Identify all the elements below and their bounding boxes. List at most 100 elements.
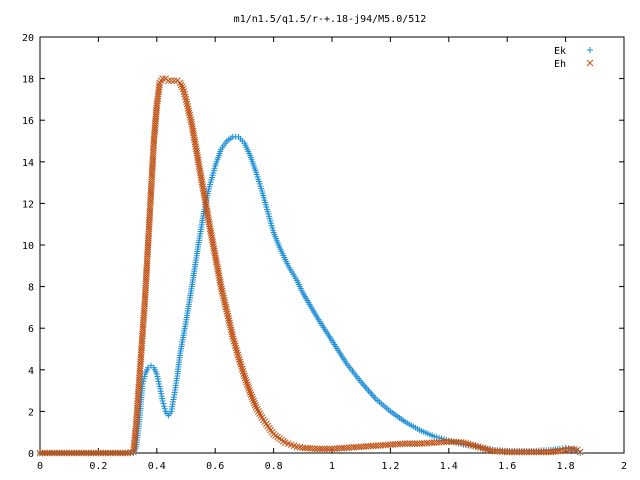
y-tick-label: 6	[28, 324, 34, 335]
data-point-interp	[411, 440, 419, 447]
data-point	[109, 449, 117, 457]
data-point-interp	[78, 449, 85, 457]
data-point	[246, 389, 254, 397]
legend-marker-ek	[587, 47, 593, 53]
data-point-interp	[58, 449, 66, 457]
data-point-interp	[239, 368, 247, 375]
data-point-interp	[540, 448, 548, 456]
x-tick-label: 0.4	[148, 461, 166, 472]
data-point	[518, 448, 526, 456]
data-point-interp	[242, 376, 250, 384]
x-tick-label: 1.2	[381, 461, 399, 472]
data-point-interp	[68, 449, 75, 457]
data-point-interp	[43, 449, 51, 457]
data-point-interp	[251, 399, 258, 407]
data-point	[533, 448, 540, 456]
y-tick-label: 4	[28, 366, 34, 377]
data-point-interp	[479, 444, 487, 452]
data-point	[573, 446, 581, 454]
data-point-interp	[481, 445, 489, 453]
y-tick-label: 10	[22, 241, 34, 252]
data-point-interp	[535, 448, 543, 456]
data-point	[576, 448, 584, 456]
data-point	[162, 75, 169, 82]
data-point-interp	[245, 385, 253, 392]
data-point-interp	[114, 449, 122, 457]
data-point-interp	[235, 356, 243, 364]
y-tick-label: 12	[22, 199, 34, 210]
series-eh	[36, 75, 584, 457]
data-point	[80, 449, 88, 457]
data-point-interp	[102, 449, 110, 457]
data-point-interp	[484, 446, 492, 453]
data-point-interp	[60, 449, 68, 457]
data-point-interp	[90, 449, 97, 457]
data-point-interp	[249, 395, 257, 403]
data-point-interp	[41, 449, 49, 457]
data-point-interp	[467, 441, 475, 449]
y-tick-label: 2	[28, 407, 34, 418]
data-point-interp	[243, 378, 250, 386]
data-point-interp	[73, 449, 80, 457]
data-point-interp	[82, 449, 90, 457]
data-point-interp	[46, 449, 54, 457]
data-point-interp	[234, 351, 242, 359]
x-tick-label: 1.4	[440, 461, 458, 472]
data-point-interp	[506, 448, 513, 456]
data-point-interp	[87, 449, 95, 457]
legend-marker-eh	[586, 59, 594, 67]
data-point-interp	[253, 405, 261, 413]
x-tick-label: 2	[621, 461, 627, 472]
data-point-interp	[523, 448, 531, 456]
data-point-interp	[63, 449, 71, 457]
data-point-interp	[56, 449, 63, 457]
data-point-interp	[75, 449, 83, 457]
data-point-interp	[85, 449, 93, 457]
data-point-interp	[250, 397, 257, 405]
data-point-interp	[508, 448, 516, 456]
data-point-interp	[256, 410, 263, 417]
data-point-interp	[160, 400, 167, 407]
data-point-interp	[321, 445, 329, 453]
data-point	[168, 77, 175, 85]
data-point	[65, 449, 73, 457]
data-point-interp	[116, 449, 124, 457]
data-point	[474, 443, 482, 451]
data-point-interp	[53, 449, 61, 457]
data-point-interp	[530, 448, 538, 456]
data-point-interp	[241, 374, 249, 382]
data-point	[176, 79, 184, 87]
data-point	[314, 445, 321, 453]
data-point-interp	[406, 440, 414, 447]
data-point	[95, 449, 102, 457]
data-point-interp	[97, 449, 105, 457]
data-point-interp	[255, 408, 262, 415]
data-point-interp	[247, 391, 255, 399]
chart-title: m1/n1.5/q1.5/r-+.18-j94/M5.0/512	[234, 14, 427, 25]
data-point-interp	[237, 360, 245, 368]
legend-label-eh: Eh	[554, 59, 566, 70]
data-point	[165, 77, 172, 85]
data-point	[51, 449, 58, 457]
y-tick-label: 18	[22, 75, 34, 86]
data-point-interp	[462, 439, 470, 447]
x-tick-label: 1	[329, 461, 335, 472]
data-point	[159, 398, 166, 404]
data-point-interp	[537, 448, 545, 456]
data-point-interp	[112, 449, 119, 457]
data-point	[36, 449, 44, 457]
data-point-interp	[178, 83, 186, 91]
data-point	[252, 403, 260, 411]
data-point-interp	[107, 449, 114, 457]
data-point	[577, 450, 584, 456]
data-point-interp	[99, 449, 107, 457]
data-point-interp	[244, 383, 252, 390]
data-point-interp	[48, 449, 56, 457]
data-point-interp	[104, 449, 112, 457]
series-ek	[37, 133, 584, 456]
data-point	[401, 440, 409, 447]
x-tick-label: 0.6	[206, 461, 224, 472]
data-point	[235, 353, 242, 361]
data-point-interp	[248, 393, 256, 401]
